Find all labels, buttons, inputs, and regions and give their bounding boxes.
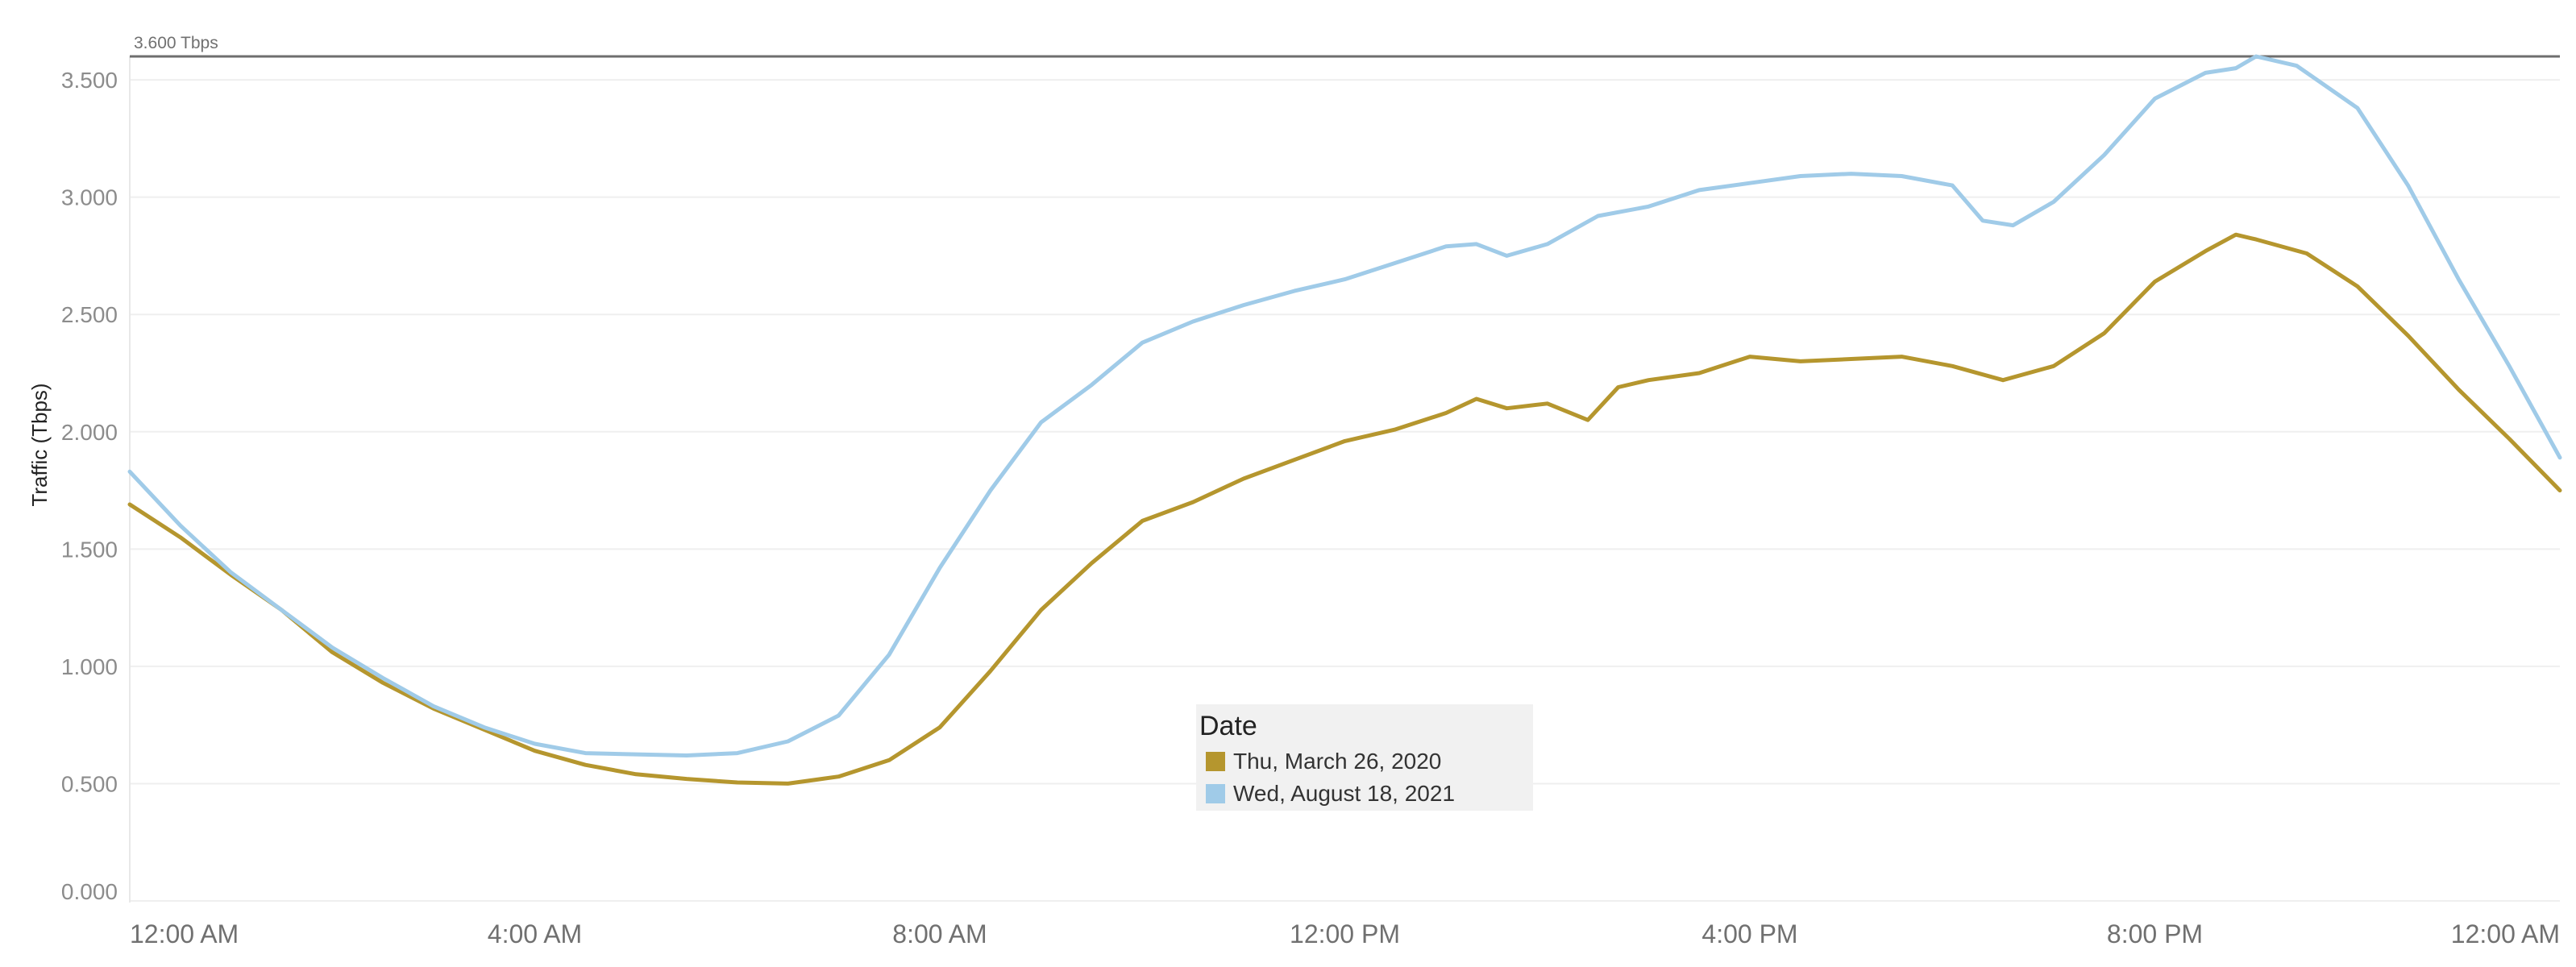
series-line-1[interactable] (127, 54, 2562, 757)
y-tick-label: 3.500 (61, 68, 118, 93)
y-tick-label: 1.500 (61, 537, 118, 562)
x-tick-label: 12:00 PM (1290, 919, 1400, 948)
legend-item-2020[interactable]: Thu, March 26, 2020 (1206, 748, 1441, 775)
reference-line-label: 3.600 Tbps (134, 34, 218, 52)
y-tick-label: 1.000 (61, 654, 118, 679)
series-lines (127, 54, 2562, 786)
series-line-0[interactable] (127, 232, 2562, 786)
y-tick-label: 0.500 (61, 771, 118, 796)
x-tick-labels: 12:00 AM 4:00 AM 8:00 AM 12:00 PM 4:00 PM 8:0… (130, 919, 2560, 948)
gridlines (130, 79, 2560, 902)
y-tick-label: 3.000 (61, 185, 118, 210)
y-tick-label: 2.500 (61, 302, 118, 327)
legend-swatch-2020 (1206, 752, 1225, 771)
legend-item-2021[interactable]: Wed, August 18, 2021 (1206, 780, 1455, 807)
x-tick-label: 12:00 AM (130, 919, 239, 948)
x-tick-label: 8:00 PM (2107, 919, 2203, 948)
legend-title: Date (1199, 711, 1257, 741)
x-tick-label: 4:00 PM (1701, 919, 1797, 948)
legend-label-2021: Wed, August 18, 2021 (1233, 781, 1456, 806)
reference-line-group: 3.600 Tbps (130, 34, 2560, 58)
legend: Date Thu, March 26, 2020 Wed, August 18,… (1196, 704, 1533, 811)
y-tick-label: 2.000 (61, 420, 118, 445)
x-tick-label: 4:00 AM (488, 919, 582, 948)
legend-swatch-2021 (1206, 784, 1225, 803)
y-tick-label: 0.000 (61, 879, 118, 904)
x-tick-label: 12:00 AM (2451, 919, 2560, 948)
x-tick-label: 8:00 AM (892, 919, 987, 948)
y-tick-labels: 0.000 0.500 1.000 1.500 2.000 2.500 3.000 3.500 (61, 68, 118, 904)
legend-label-2020: Thu, March 26, 2020 (1233, 749, 1442, 774)
y-axis-label: Traffic (Tbps) (27, 383, 52, 506)
